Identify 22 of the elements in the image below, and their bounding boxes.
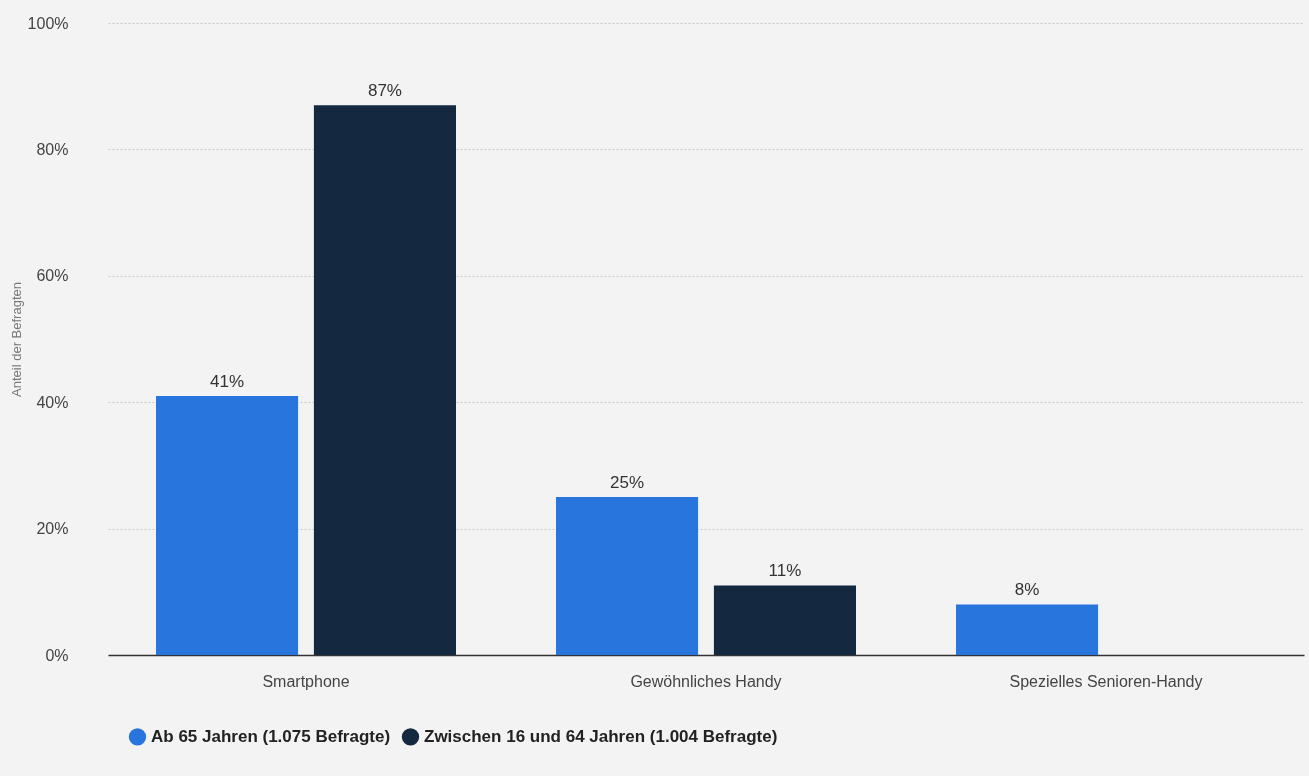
y-tick-label: 40% <box>36 393 69 411</box>
data-label: 25% <box>610 473 645 492</box>
legend-label: Zwischen 16 und 64 Jahren (1.004 Befragte) <box>424 726 778 746</box>
y-tick-label: 80% <box>36 140 69 158</box>
x-tick-label: Gewöhnliches Handy <box>630 672 782 690</box>
legend-label: Ab 65 Jahren (1.075 Befragte) <box>151 726 391 746</box>
y-tick-label: 100% <box>27 14 69 32</box>
data-label: 8% <box>1014 580 1040 600</box>
y-tick-label: 0% <box>45 646 69 664</box>
data-label: 87% <box>367 81 402 101</box>
bar <box>956 604 1099 655</box>
bar <box>713 585 856 655</box>
y-tick-label: 60% <box>36 267 69 285</box>
bar <box>156 395 299 655</box>
y-axis-title: Anteil der Befragten <box>8 282 24 397</box>
x-tick-label: Spezielles Senioren-Handy <box>1009 672 1203 690</box>
bar <box>556 497 699 655</box>
y-tick-label: 20% <box>36 520 69 538</box>
x-tick-label: Smartphone <box>262 672 350 690</box>
data-label: 11% <box>768 561 802 581</box>
data-label: 41% <box>210 371 245 391</box>
bar <box>313 105 456 655</box>
